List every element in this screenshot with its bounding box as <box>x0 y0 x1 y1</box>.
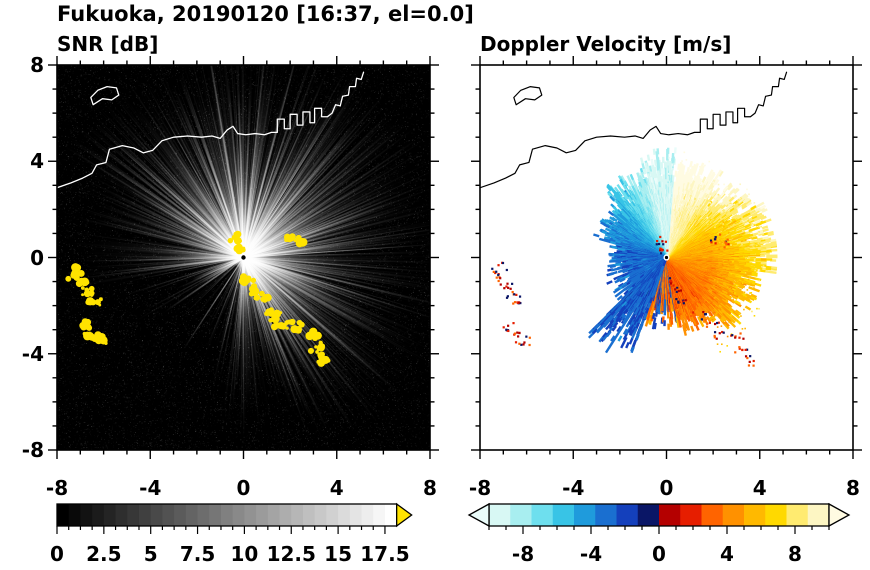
y-tick-label: -4 <box>21 341 44 366</box>
x-tick-label: 8 <box>423 476 437 500</box>
velocity-panel-title: Doppler Velocity [m/s] <box>480 32 732 56</box>
x-tick-label: -8 <box>45 476 69 500</box>
snr-colorbar-tick-label: 7.5 <box>179 542 216 566</box>
x-tick-label: -4 <box>139 476 162 500</box>
x-tick-label: 0 <box>659 476 674 500</box>
y-tick-label: 0 <box>30 245 44 270</box>
x-tick-label: 4 <box>752 476 767 500</box>
snr-colorbar-tick-label: 17.5 <box>360 542 410 566</box>
snr-colorbar-tick-label: 10 <box>230 542 259 566</box>
velocity-colorbar-tick-label: -8 <box>511 542 535 566</box>
velocity-colorbar-tick-label: 0 <box>652 542 666 566</box>
y-tick-label: 4 <box>30 149 44 174</box>
y-tick-label: -8 <box>21 438 44 462</box>
x-tick-label: -8 <box>468 476 492 500</box>
snr-panel-title: SNR [dB] <box>57 32 159 56</box>
snr-colorbar-tick-label: 15 <box>324 542 353 566</box>
x-tick-label: 0 <box>236 476 251 500</box>
x-tick-label: 4 <box>329 476 344 500</box>
snr-colorbar-tick-label: 5 <box>143 542 158 566</box>
velocity-colorbar-tick-label: 8 <box>788 542 802 566</box>
velocity-colorbar-tick-label: 4 <box>720 542 734 566</box>
snr-colorbar-tick-label: 0 <box>50 542 64 566</box>
x-tick-label: -4 <box>562 476 585 500</box>
figure-title: Fukuoka, 20190120 [16:37, el=0.0] <box>57 2 474 26</box>
snr-colorbar-tick-label: 2.5 <box>86 542 122 566</box>
velocity-colorbar-tick-label: -4 <box>579 542 603 566</box>
snr-colorbar-tick-label: 12.5 <box>266 542 316 566</box>
y-tick-label: 8 <box>30 53 44 77</box>
x-tick-label: 8 <box>846 476 860 500</box>
